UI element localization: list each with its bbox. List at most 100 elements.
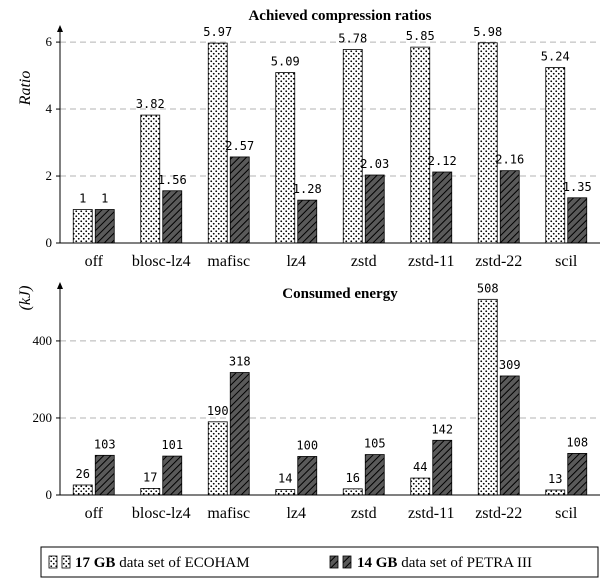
bar-ecoham <box>545 67 566 244</box>
legend-label-ecoham: 17 GB data set of ECOHAM <box>75 555 250 571</box>
energy-y-axis-label: (kJ) <box>17 286 34 311</box>
bar-ecoham <box>342 488 363 496</box>
bar-ecoham <box>207 421 228 496</box>
energy-chart-title: Consumed energy <box>282 286 398 302</box>
bar-petra <box>432 171 453 244</box>
data-label: 5.78 <box>338 31 367 45</box>
data-label: 5.97 <box>203 25 232 39</box>
bar-ecoham <box>545 489 566 496</box>
bar-ecoham <box>72 484 93 496</box>
energy-data-labels: 26 103 17 101 190 318 14 100 16 105 44 142 508 309 13 1… <box>76 281 589 486</box>
legend-swatch-dots <box>61 555 71 569</box>
data-label: 16 <box>346 471 360 485</box>
category-label: mafisc <box>207 505 250 522</box>
data-label: 5.98 <box>473 25 502 39</box>
bar-petra <box>364 454 385 496</box>
data-label: 100 <box>296 438 318 452</box>
bar-petra <box>364 174 385 244</box>
ratio-category-labels: off blosc-lz4 mafisc lz4 zstd zstd-11 zstd-22 s… <box>85 253 578 270</box>
data-label: 5.24 <box>541 50 570 64</box>
category-label: scil <box>555 505 578 522</box>
legend-item-ecoham: 17 GB data set of ECOHAM <box>48 555 250 571</box>
data-label: 14 <box>278 472 292 486</box>
energy-y-axis-arrow <box>57 282 63 289</box>
category-label: off <box>85 505 104 522</box>
bar-petra <box>229 372 250 496</box>
data-label: 309 <box>499 358 521 372</box>
data-label: 1 <box>79 192 86 206</box>
data-label: 2.16 <box>495 153 524 167</box>
data-label: 1.56 <box>158 173 187 187</box>
legend-label-ecoham-text: data set of ECOHAM <box>115 555 249 571</box>
ratio-data-labels: 1 1 3.82 1.56 5.97 2.57 5.09 1.28 5.78 2.03 5.85 2.… <box>79 25 592 206</box>
ratio-y-axis-arrow <box>57 25 63 32</box>
y-tick-label: 200 <box>33 410 53 425</box>
data-label: 101 <box>161 438 183 452</box>
y-tick-label: 6 <box>46 34 53 49</box>
legend-box <box>40 546 599 578</box>
bar-ecoham <box>477 42 498 244</box>
category-label: zstd <box>351 505 377 522</box>
y-tick-label: 2 <box>46 168 53 183</box>
bar-ecoham <box>410 46 431 244</box>
category-label: zstd-22 <box>475 253 522 270</box>
data-label: 142 <box>431 422 453 436</box>
energy-bars <box>72 298 588 496</box>
bar-petra <box>162 190 183 244</box>
category-label: scil <box>555 253 578 270</box>
bar-petra <box>297 456 318 496</box>
legend-label-petra: 14 GB data set of PETRA III <box>357 555 532 571</box>
y-tick-label: 4 <box>46 101 53 116</box>
data-label: 2.03 <box>360 157 389 171</box>
data-label: 2.57 <box>225 139 254 153</box>
bar-petra <box>229 156 250 244</box>
bar-ecoham <box>275 72 296 244</box>
y-tick-label: 0 <box>46 235 53 250</box>
energy-category-labels: off blosc-lz4 mafisc lz4 zstd zstd-11 zstd-22 s… <box>85 505 578 522</box>
data-label: 17 <box>143 470 157 484</box>
legend: 17 GB data set of ECOHAM 14 GB data set … <box>40 546 599 578</box>
bar-ecoham <box>140 488 161 496</box>
energy-y-ticks: 0 200 400 <box>33 333 60 502</box>
energy-chart: Consumed energy (kJ) 0 200 400 26 103 17 101 1… <box>17 281 600 522</box>
category-label: zstd-11 <box>408 505 455 522</box>
data-label: 1 <box>101 192 108 206</box>
data-label: 1.28 <box>293 182 322 196</box>
bar-ecoham <box>410 477 431 496</box>
y-tick-label: 0 <box>46 487 53 502</box>
data-label: 1.35 <box>563 180 592 194</box>
data-label: 26 <box>76 467 90 481</box>
bar-petra <box>94 209 115 244</box>
data-label: 5.09 <box>271 55 300 69</box>
data-label: 2.12 <box>428 154 457 168</box>
legend-label-petra-text: data set of PETRA III <box>397 555 532 571</box>
data-label: 44 <box>413 460 427 474</box>
bar-ecoham <box>342 49 363 244</box>
bar-petra <box>432 439 453 496</box>
ratio-y-ticks: 0 2 4 6 <box>46 34 60 250</box>
category-label: off <box>85 253 104 270</box>
category-label: lz4 <box>286 505 306 522</box>
bar-petra <box>162 455 183 496</box>
data-label: 508 <box>477 281 499 295</box>
category-label: mafisc <box>207 253 250 270</box>
category-label: lz4 <box>286 253 306 270</box>
ratio-y-axis-label: Ratio <box>17 71 34 107</box>
category-label: blosc-lz4 <box>132 253 191 270</box>
legend-label-ecoham-size: 17 GB <box>75 555 115 571</box>
bar-petra <box>499 170 520 244</box>
data-label: 3.82 <box>136 97 165 111</box>
category-label: blosc-lz4 <box>132 505 191 522</box>
bar-ecoham <box>477 298 498 496</box>
category-label: zstd <box>351 253 377 270</box>
bar-petra <box>567 452 588 496</box>
legend-swatch-hatch <box>342 555 352 569</box>
ratio-chart-title: Achieved compression ratios <box>248 8 431 24</box>
bar-ecoham <box>275 489 296 496</box>
data-label: 105 <box>364 437 386 451</box>
category-label: zstd-22 <box>475 505 522 522</box>
legend-swatch-hatch <box>329 555 339 569</box>
data-label: 13 <box>548 472 562 486</box>
bar-petra <box>499 375 520 496</box>
